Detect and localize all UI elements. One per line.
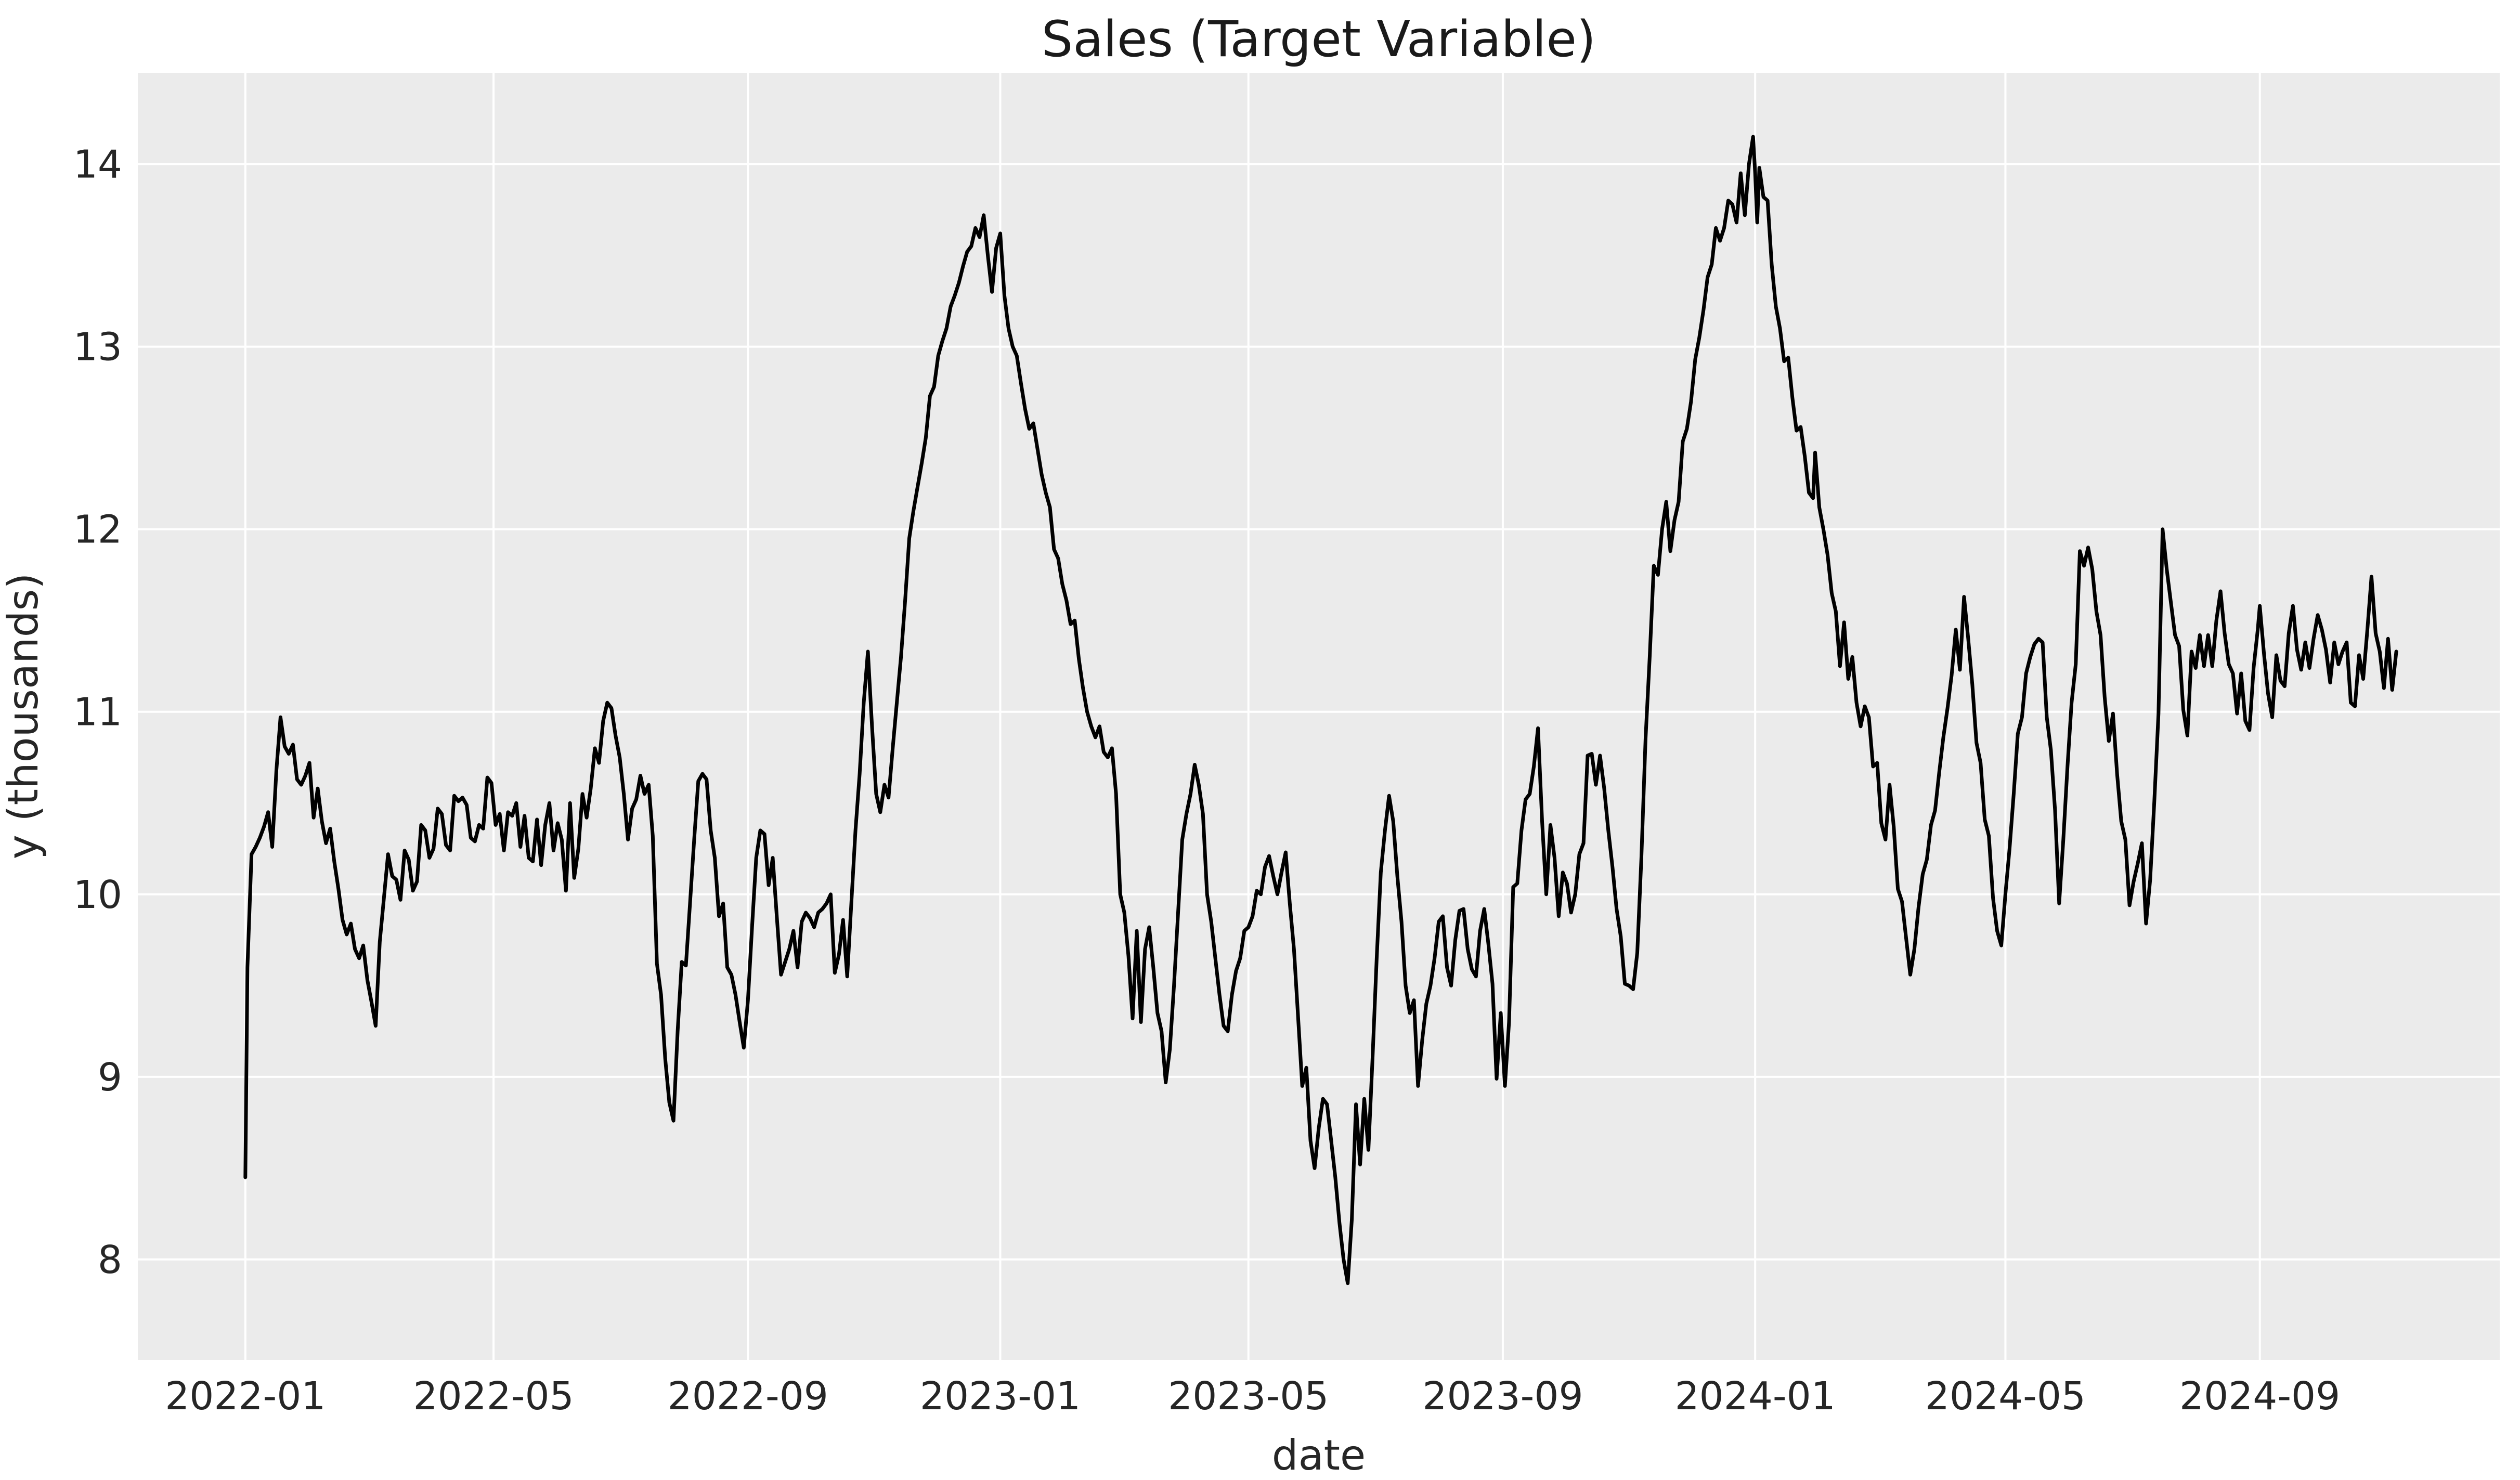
- x-tick-label: 2023-05: [1168, 1374, 1329, 1419]
- x-tick-label: 2022-05: [413, 1374, 574, 1419]
- y-tick-label: 10: [73, 873, 122, 917]
- y-tick-label: 11: [73, 690, 122, 735]
- y-tick-label: 14: [73, 142, 122, 187]
- y-tick-label: 8: [98, 1238, 122, 1282]
- x-tick-label: 2022-09: [668, 1374, 828, 1419]
- x-tick-label: 2023-09: [1422, 1374, 1583, 1419]
- y-tick-label: 9: [98, 1055, 122, 1100]
- vertical-gridlines: [244, 73, 2261, 1360]
- y-axis-tick-labels: 8 9 10 11 12 13 14: [73, 142, 122, 1282]
- chart-title: Sales (Target Variable): [1042, 11, 1596, 68]
- x-tick-label: 2022-01: [165, 1374, 326, 1419]
- y-tick-label: 12: [73, 508, 122, 552]
- plot-background: [138, 73, 2500, 1360]
- x-tick-label: 2024-01: [1675, 1374, 1836, 1419]
- series-line: [243, 135, 2398, 1286]
- x-axis-label: date: [1272, 1431, 1366, 1479]
- x-tick-label: 2023-01: [920, 1374, 1081, 1419]
- y-tick-label: 13: [73, 325, 122, 370]
- x-tick-label: 2024-05: [1925, 1374, 2086, 1419]
- horizontal-gridlines: [138, 163, 2500, 1261]
- x-axis-tick-labels: 2022-01 2022-05 2022-09 2023-01 2023-05 2023-…: [165, 1374, 2340, 1419]
- y-axis-label: y (thousands): [0, 573, 47, 860]
- x-tick-label: 2024-09: [2179, 1374, 2340, 1419]
